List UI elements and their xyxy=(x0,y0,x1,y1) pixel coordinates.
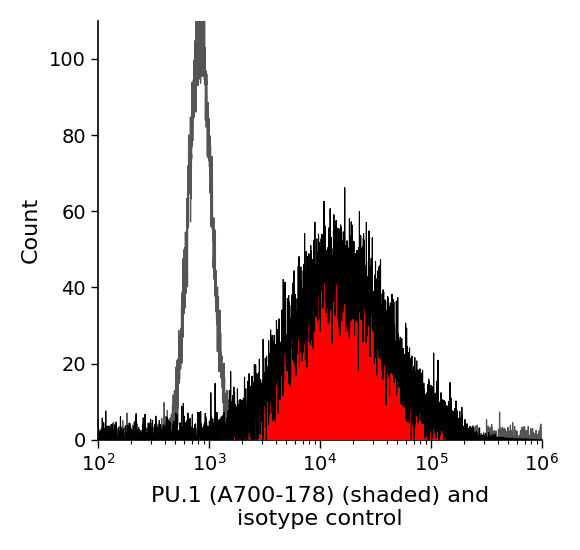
Y-axis label: Count: Count xyxy=(21,197,41,263)
X-axis label: PU.1 (A700-178) (shaded) and
isotype control: PU.1 (A700-178) (shaded) and isotype con… xyxy=(151,486,489,529)
